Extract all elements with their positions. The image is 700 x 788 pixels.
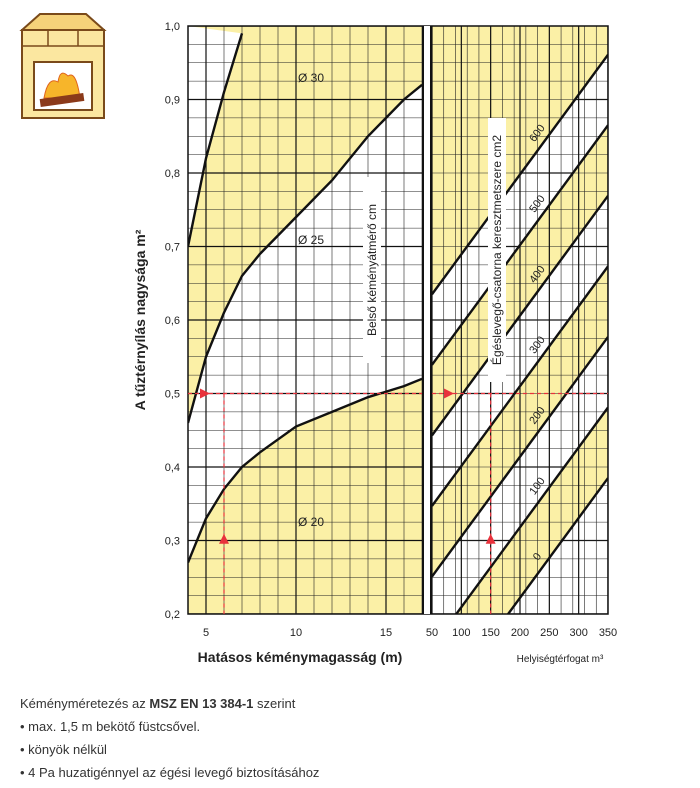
chart: A tűztérnyílás nagysága m² Hatásos kémén… bbox=[19, 13, 617, 665]
x-tick-label: 300 bbox=[569, 627, 587, 639]
curve bbox=[432, 265, 608, 507]
panel-gap bbox=[423, 26, 431, 614]
x-tick-label: 100 bbox=[452, 627, 470, 639]
bullet-text: 4 Pa huzatigénnyel az égési levegő bizto… bbox=[28, 765, 320, 780]
guide-arrow bbox=[485, 533, 496, 544]
y-tick-label: 0,8 bbox=[165, 168, 180, 180]
x-tick-label: 350 bbox=[599, 627, 617, 639]
guide-arrow bbox=[444, 388, 454, 399]
curve bbox=[188, 32, 244, 247]
y-tick-label: 1,0 bbox=[165, 21, 180, 33]
bullet-text: max. 1,5 m bekötő füstcsővel. bbox=[28, 719, 201, 734]
guide-arrow bbox=[200, 388, 210, 399]
x-tick-label: 10 bbox=[290, 627, 302, 639]
guide-arrow bbox=[219, 533, 229, 544]
x-tick-label: 50 bbox=[426, 627, 438, 639]
x-axis-label: Hatásos kéménymagasság (m) bbox=[198, 649, 403, 665]
y-axis-label: A tűztérnyílás nagysága m² bbox=[132, 229, 148, 410]
curve bbox=[432, 336, 608, 578]
y-tick-label: 0,7 bbox=[165, 242, 180, 254]
curve bbox=[432, 124, 608, 366]
standard: MSZ EN 13 384-1 bbox=[149, 696, 254, 711]
x-tick-label: 15 bbox=[380, 627, 392, 639]
bullet: • max. 1,5 m bekötő füstcsővel. bbox=[20, 719, 201, 734]
intro-text: szerint bbox=[257, 696, 296, 711]
x-tick-label: 200 bbox=[511, 627, 529, 639]
notes: Kéményméretezés az MSZ EN 13 384-1 szeri… bbox=[20, 692, 319, 784]
bullet: • könyök nélkül bbox=[20, 742, 107, 757]
y-tick-label: 0,2 bbox=[165, 609, 180, 621]
y-tick-label: 0,9 bbox=[165, 95, 180, 107]
curve bbox=[432, 53, 608, 295]
x-tick-label: 150 bbox=[481, 627, 499, 639]
x-tick-label: 5 bbox=[203, 627, 209, 639]
curve bbox=[454, 406, 608, 614]
y-tick-label: 0,3 bbox=[165, 536, 180, 548]
x-tick-label: 250 bbox=[540, 627, 558, 639]
annotation-box: Égéslevegő-csatorna keresztmetszere cm2 bbox=[488, 118, 506, 382]
series-label: Ø 25 bbox=[298, 233, 324, 247]
y-tick-label: 0,6 bbox=[165, 315, 180, 327]
intro-text: Kéményméretezés az bbox=[20, 696, 146, 711]
bullet: • 4 Pa huzatigénnyel az égési levegő biz… bbox=[20, 765, 320, 780]
band-fill bbox=[188, 378, 422, 614]
y-tick-label: 0,4 bbox=[165, 462, 180, 474]
curve bbox=[188, 83, 422, 424]
annotation: Belső kéményátmérő cm bbox=[365, 204, 379, 336]
x-axis-label: Helyiségtérfogat m³ bbox=[517, 654, 604, 665]
curve bbox=[188, 377, 422, 564]
bullet-text: könyök nélkül bbox=[28, 742, 107, 757]
series-label: Ø 20 bbox=[298, 515, 324, 529]
annotation: Égéslevegő-csatorna keresztmetszere cm2 bbox=[489, 135, 504, 365]
curve bbox=[432, 195, 608, 437]
series-label: Ø 30 bbox=[298, 71, 324, 85]
band-fill bbox=[188, 26, 422, 423]
annotation-box: Belső kéményátmérő cm bbox=[363, 177, 381, 363]
plot-frame bbox=[187, 25, 609, 615]
curve bbox=[506, 477, 608, 614]
intro: Kéményméretezés az MSZ EN 13 384-1 szeri… bbox=[20, 692, 319, 715]
fireplace-icon bbox=[19, 13, 107, 119]
y-tick-label: 0,5 bbox=[165, 389, 180, 401]
